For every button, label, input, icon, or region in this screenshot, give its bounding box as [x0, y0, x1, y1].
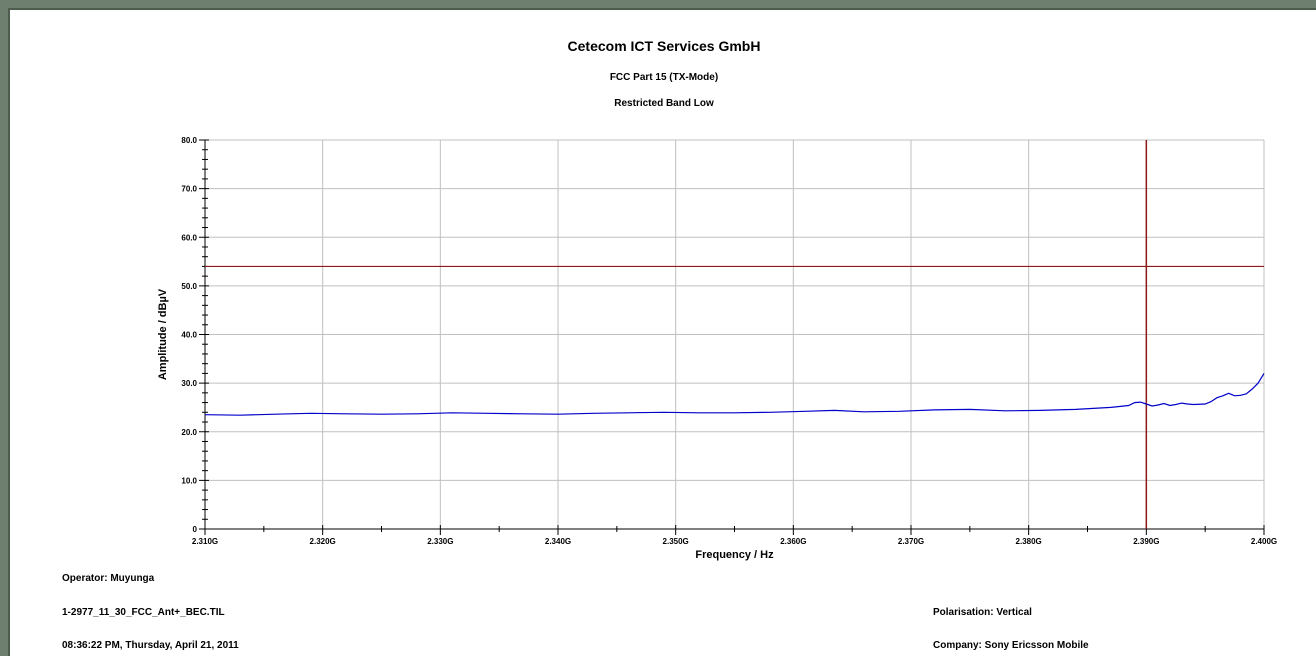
x-axis-label: Frequency / Hz: [695, 549, 774, 561]
report-subtitle-band: Restricted Band Low: [614, 98, 714, 109]
report-sheet: Cetecom ICT Services GmbH FCC Part 15 (T…: [8, 8, 1316, 656]
emission-chart: 0 10.0 20.0 30.0 40.0 50.0 60.0 70.0 80.0 2.310G 2…: [157, 136, 1277, 561]
x-tick-label: 2.350G: [663, 537, 689, 546]
y-tick-label: 0: [193, 525, 198, 534]
report-subtitle: FCC Part 15 (TX-Mode): [609, 72, 719, 83]
y-tick-label: 70.0: [181, 185, 197, 194]
datetime-label: 08:36:22 PM, Thursday, April 21, 2011: [62, 640, 239, 651]
y-tick-label: 20.0: [181, 428, 197, 437]
y-tick-label: 10.0: [181, 476, 197, 485]
file-name-label: 1-2977_11_30_FCC_Ant+_BEC.TIL: [62, 607, 225, 618]
polarisation-label: Polarisation: Vertical: [933, 607, 1032, 618]
y-tick-label: 50.0: [181, 282, 197, 291]
x-tick-label: 2.340G: [545, 537, 571, 546]
x-tick-label: 2.380G: [1016, 537, 1042, 546]
operator-label: Operator: Muyunga: [62, 573, 155, 584]
y-tick-label: 30.0: [181, 379, 197, 388]
x-tick-label: 2.390G: [1133, 537, 1159, 546]
x-tick-label: 2.330G: [427, 537, 453, 546]
y-axis-label: Amplitude / dBµV: [157, 288, 169, 380]
x-tick-label: 2.320G: [310, 537, 336, 546]
x-tick-label: 2.370G: [898, 537, 924, 546]
amplitude-trace: [204, 373, 1265, 416]
x-tick-label: 2.400G: [1251, 537, 1277, 546]
y-tick-label: 40.0: [181, 331, 197, 340]
y-tick-label: 60.0: [181, 233, 197, 242]
x-tick-label: 2.310G: [192, 537, 218, 546]
y-tick-label: 80.0: [181, 136, 197, 145]
report-title: Cetecom ICT Services GmbH: [567, 38, 761, 54]
x-tick-label: 2.360G: [780, 537, 806, 546]
company-label: Company: Sony Ericsson Mobile: [933, 640, 1089, 651]
